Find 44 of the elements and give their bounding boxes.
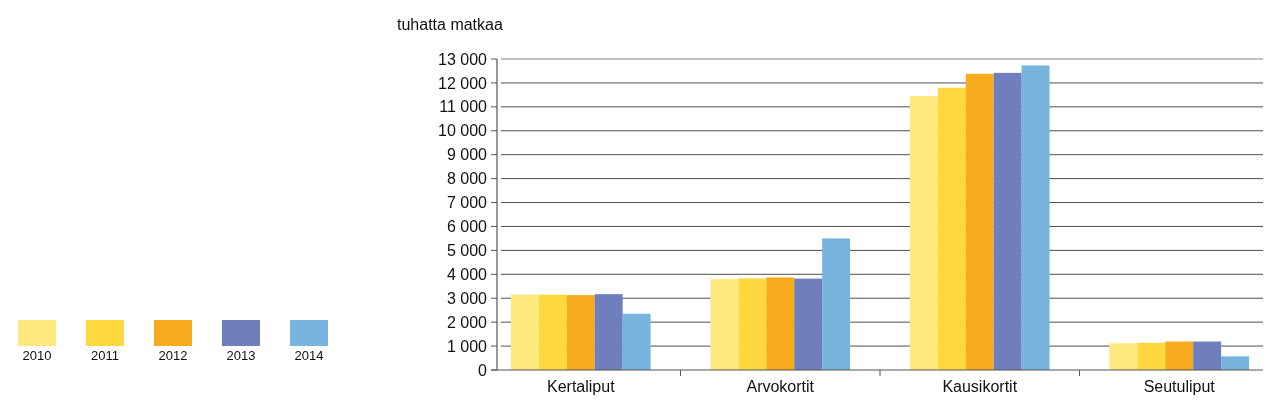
y-tick-label: 3 000 xyxy=(446,289,488,307)
bar xyxy=(965,73,994,370)
bar xyxy=(1165,341,1194,370)
legend-label: 2010 xyxy=(22,348,52,363)
bar xyxy=(794,278,823,370)
bar xyxy=(822,238,851,370)
bar xyxy=(538,294,567,370)
bar xyxy=(738,278,767,370)
bar xyxy=(594,294,623,370)
bar xyxy=(510,294,539,370)
bar xyxy=(937,87,966,370)
bar xyxy=(1137,342,1166,370)
bar xyxy=(622,313,651,370)
y-tick-label: 0 xyxy=(478,361,488,379)
y-tick-label: 2 000 xyxy=(446,313,488,331)
y-tick-label: 6 000 xyxy=(446,218,488,236)
x-tick-label: Kertaliput xyxy=(546,378,616,395)
legend-label: 2012 xyxy=(158,348,188,363)
y-tick-label: 13 000 xyxy=(438,50,488,68)
legend-label: 2013 xyxy=(226,348,256,363)
bar xyxy=(766,277,795,370)
y-tick-label: 12 000 xyxy=(438,74,488,92)
y-tick-label: 9 000 xyxy=(446,146,488,164)
y-tick-label: 10 000 xyxy=(438,122,488,140)
bar xyxy=(1109,343,1138,370)
y-tick-label: 1 000 xyxy=(446,337,488,355)
bar xyxy=(1021,65,1050,370)
y-tick-label: 11 000 xyxy=(439,98,488,116)
x-tick-label: Kausikortit xyxy=(942,378,1018,395)
bar xyxy=(710,279,739,370)
y-tick-label: 4 000 xyxy=(446,265,488,283)
legend-label: 2014 xyxy=(294,348,324,363)
bar xyxy=(993,72,1022,370)
x-tick-label: Seutuliput xyxy=(1143,378,1216,395)
y-tick-label: 8 000 xyxy=(446,170,488,188)
y-axis-title: tuhatta matkaa xyxy=(397,16,503,33)
y-tick-label: 5 000 xyxy=(446,241,488,259)
bar xyxy=(909,96,938,370)
bar xyxy=(1193,341,1222,370)
bar xyxy=(1221,356,1250,370)
bar xyxy=(566,295,595,370)
x-tick-label: Arvokortit xyxy=(746,378,815,395)
legend-label: 2011 xyxy=(91,348,119,363)
y-tick-label: 7 000 xyxy=(446,194,488,212)
